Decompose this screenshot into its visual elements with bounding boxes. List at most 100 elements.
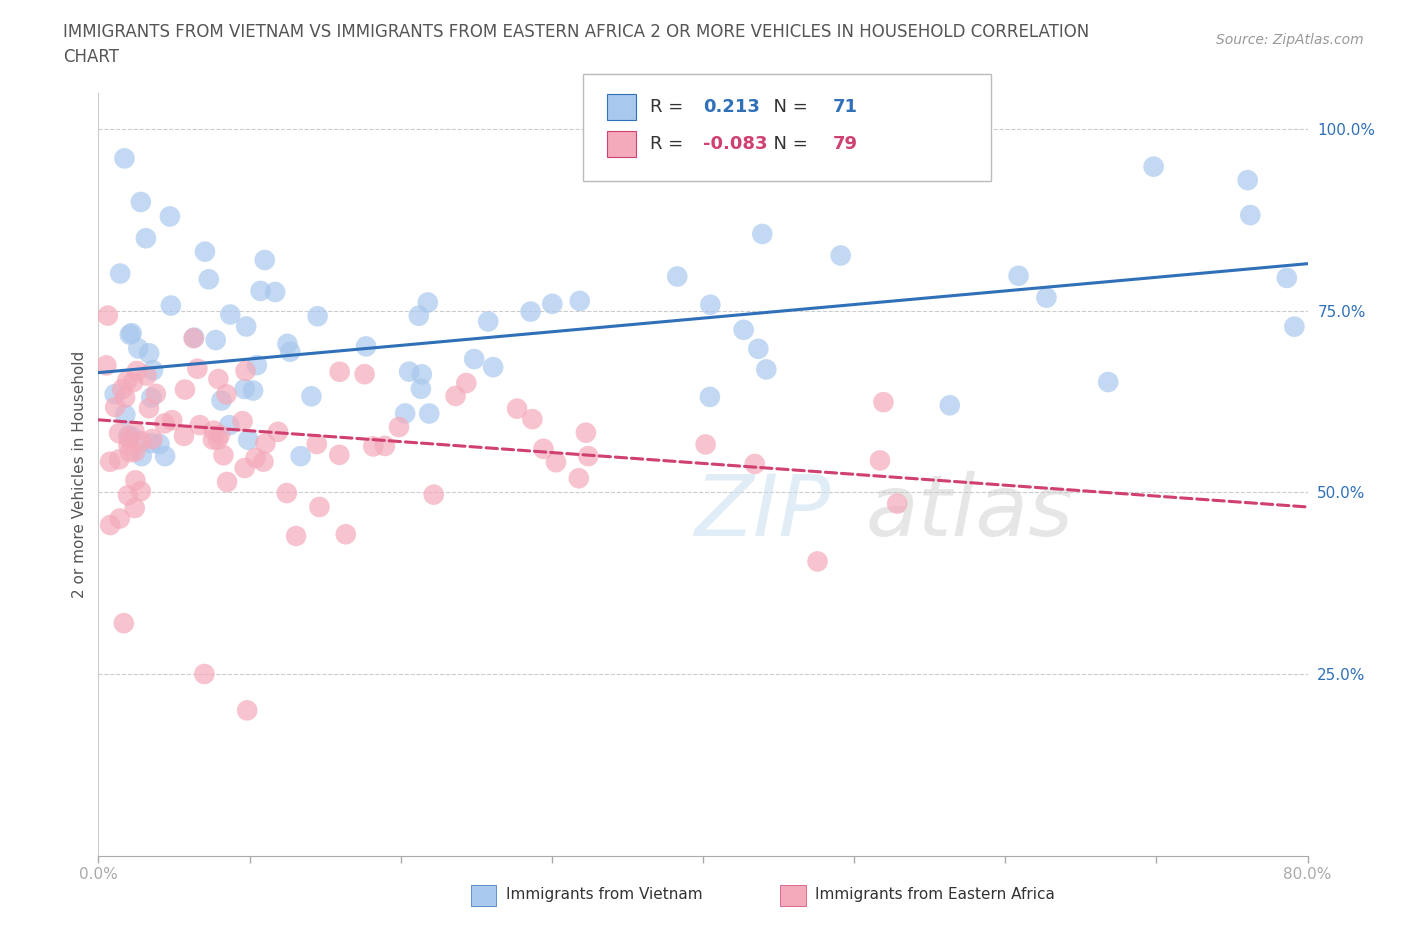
Point: [264, 285, 287, 299]
Point: [118, 327, 141, 342]
Text: 71: 71: [832, 98, 858, 116]
Text: N =: N =: [762, 98, 814, 116]
Point: [218, 418, 240, 432]
Point: [219, 307, 242, 322]
Point: [276, 337, 298, 352]
Point: [159, 209, 181, 224]
Point: [173, 429, 195, 444]
Point: [233, 460, 256, 475]
Point: [733, 323, 755, 338]
Point: [121, 326, 143, 340]
Point: [1236, 173, 1258, 188]
Point: [117, 437, 139, 452]
Point: [118, 431, 141, 445]
Point: [869, 453, 891, 468]
Point: [242, 383, 264, 398]
Point: [160, 413, 183, 428]
Point: [755, 362, 778, 377]
Point: [122, 375, 145, 390]
Point: [747, 341, 769, 356]
Point: [215, 387, 238, 402]
Point: [104, 400, 127, 415]
Point: [124, 472, 146, 487]
Point: [212, 447, 235, 462]
Text: -0.083: -0.083: [703, 135, 768, 153]
Point: [211, 393, 233, 408]
Point: [97, 308, 120, 323]
Point: [115, 373, 138, 388]
Point: [1143, 159, 1166, 174]
Text: atlas: atlas: [865, 471, 1073, 554]
Point: [374, 439, 396, 454]
Point: [285, 528, 308, 543]
Point: [568, 471, 591, 485]
Point: [129, 194, 152, 209]
Point: [193, 667, 215, 682]
Point: [108, 426, 131, 441]
Text: ZIP: ZIP: [696, 471, 831, 554]
Point: [695, 437, 717, 452]
Point: [127, 341, 149, 356]
Point: [236, 703, 259, 718]
Point: [111, 381, 134, 396]
Point: [153, 448, 176, 463]
Point: [131, 434, 153, 449]
Point: [125, 364, 148, 379]
Point: [744, 457, 766, 472]
Point: [267, 424, 290, 439]
Point: [307, 309, 329, 324]
Point: [388, 419, 411, 434]
Point: [398, 365, 420, 379]
Point: [112, 616, 135, 631]
Point: [138, 346, 160, 361]
Point: [576, 448, 599, 463]
Point: [308, 499, 330, 514]
Text: 0.213: 0.213: [703, 98, 759, 116]
Point: [245, 450, 267, 465]
Point: [299, 389, 322, 404]
Point: [418, 406, 440, 421]
Point: [411, 366, 433, 381]
Point: [124, 424, 146, 439]
Point: [142, 363, 165, 378]
Point: [141, 432, 163, 446]
Point: [1275, 271, 1298, 286]
Point: [207, 432, 229, 447]
Point: [138, 401, 160, 416]
Point: [544, 455, 567, 470]
Point: [329, 365, 352, 379]
Point: [194, 245, 217, 259]
Point: [699, 298, 721, 312]
Text: R =: R =: [650, 98, 689, 116]
Point: [482, 360, 505, 375]
Point: [121, 430, 143, 445]
Point: [114, 391, 136, 405]
Point: [208, 428, 231, 443]
Point: [188, 418, 211, 432]
Point: [253, 253, 276, 268]
Point: [246, 358, 269, 373]
Point: [114, 407, 136, 422]
Point: [278, 344, 301, 359]
Point: [141, 391, 163, 405]
Point: [353, 366, 375, 381]
Text: N =: N =: [762, 135, 814, 153]
Point: [886, 497, 908, 512]
Point: [198, 272, 221, 286]
Text: Immigrants from Vietnam: Immigrants from Vietnam: [506, 887, 703, 902]
Text: 79: 79: [832, 135, 858, 153]
Point: [174, 382, 197, 397]
Point: [666, 269, 689, 284]
Point: [141, 436, 163, 451]
Point: [335, 526, 357, 541]
Point: [124, 500, 146, 515]
Point: [305, 436, 328, 451]
Point: [135, 368, 157, 383]
Point: [409, 381, 432, 396]
Point: [201, 432, 224, 447]
Point: [276, 485, 298, 500]
Point: [129, 484, 152, 498]
Point: [124, 445, 146, 459]
Point: [519, 304, 541, 319]
Point: [1239, 207, 1261, 222]
